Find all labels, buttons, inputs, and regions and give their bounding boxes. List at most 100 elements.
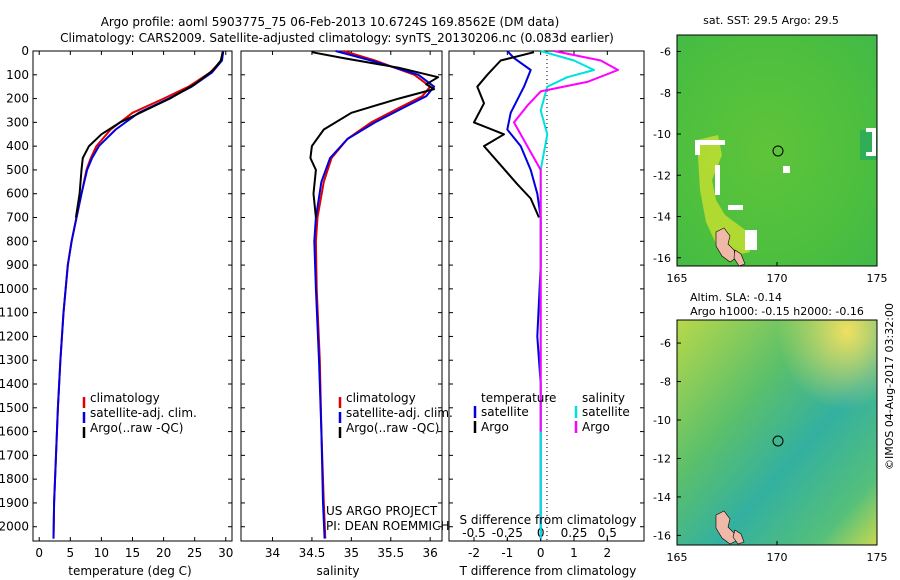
s-tick-label: 0.5 — [598, 526, 617, 540]
salinity-series — [309, 50, 440, 539]
x-tick-label: 34 — [265, 546, 280, 560]
lon-tick-label: 175 — [867, 551, 888, 564]
project-label: US ARGO PROJECT — [326, 504, 438, 518]
sal-legend-argo-label: Argo(..raw -QC) — [346, 421, 439, 435]
imos-timestamp: ©IMOS 04-Aug-2017 03:32:00 — [883, 303, 896, 470]
depth-tick-label: 1500 — [0, 401, 29, 415]
lat-tick-label: -10 — [653, 128, 671, 141]
depth-tick-label: 800 — [6, 234, 29, 248]
x-tick-label: 15 — [125, 546, 140, 560]
x-tick-label: 0 — [35, 546, 43, 560]
salinity-x-axis: 34 34.5 35 35.5 36 — [265, 51, 438, 560]
depth-tick-label: 1800 — [0, 472, 29, 486]
temperature-axes-frame — [32, 50, 233, 542]
lon-tick-label: 170 — [767, 551, 788, 564]
lat-tick-label: -10 — [653, 414, 671, 427]
depth-tick-label: 700 — [6, 211, 29, 225]
lon-tick-label: 175 — [867, 272, 888, 285]
depth-tick-label: 1100 — [0, 306, 29, 320]
lat-tick-label: -8 — [660, 87, 671, 100]
t-difference-xlabel: T difference from climatology — [459, 564, 637, 578]
x-tick-label: 1 — [570, 546, 578, 560]
lat-tick-label: -8 — [660, 376, 671, 389]
sla-map: Altim. SLA: -0.14 Argo h1000: -0.15 h200… — [653, 291, 887, 564]
sst-map-axes: -6 -8 -10 -12 -14 -16 165 170 175 — [653, 46, 887, 286]
depth-tick-label: 2000 — [0, 520, 29, 534]
figure-title-line1: Argo profile: aoml 5903775_75 06-Feb-201… — [101, 15, 560, 29]
x-tick-label: -2 — [468, 546, 480, 560]
series-line-t-argo — [473, 51, 540, 218]
lon-tick-label: 165 — [667, 551, 688, 564]
legend-satellite-label: satellite-adj. clim. — [90, 406, 197, 420]
s-difference-xlabel: S difference from climatology — [460, 513, 637, 527]
depth-tick-label: 0 — [21, 44, 29, 58]
sla-map-title-line1: Altim. SLA: -0.14 — [690, 291, 782, 304]
series-line-s-satellite — [539, 50, 595, 539]
diff-legend-temperature-header: temperature — [481, 391, 556, 405]
depth-tick-label: 500 — [6, 163, 29, 177]
depth-tick-label: 600 — [6, 187, 29, 201]
x-tick-label: 5 — [66, 546, 74, 560]
s-tick-label: 0.25 — [561, 526, 588, 540]
diff-legend-t-argo-label: Argo — [481, 420, 509, 434]
legend-argo-label: Argo(..raw -QC) — [90, 421, 183, 435]
sla-map-title-line2: Argo h1000: -0.15 h2000: -0.16 — [690, 305, 864, 318]
sst-missing-data-4 — [745, 230, 757, 250]
x-tick-label: 35.5 — [377, 546, 404, 560]
lon-tick-label: 170 — [767, 272, 788, 285]
salinity-xlabel: salinity — [316, 564, 359, 578]
salinity-depth-ticks — [241, 50, 442, 528]
lat-tick-label: -6 — [660, 46, 671, 59]
sst-island-2 — [733, 249, 746, 267]
depth-tick-label: 1900 — [0, 496, 29, 510]
diff-legend-s-argo-label: Argo — [582, 420, 610, 434]
x-tick-label: -1 — [501, 546, 513, 560]
series-line-argo-raw-qc- — [309, 51, 440, 218]
salinity-axes-frame — [240, 50, 443, 542]
x-tick-label: 2 — [604, 546, 612, 560]
salinity-panel: 34 34.5 35 35.5 36 salinity climatology sate… — [240, 50, 453, 578]
diff-legend-t-satellite-label: satellite — [481, 405, 529, 419]
lat-tick-label: -6 — [660, 337, 671, 350]
depth-tick-label: 1200 — [0, 329, 29, 343]
x-tick-label: 0 — [537, 546, 545, 560]
depth-tick-label: 300 — [6, 115, 29, 129]
sst-missing-data-1 — [695, 140, 725, 155]
sst-argo-location-marker — [772, 145, 784, 157]
lat-tick-label: -12 — [653, 452, 671, 465]
sla-map-axes: -6 -8 -10 -12 -14 -16 165 170 175 — [653, 337, 887, 564]
depth-axis: 0 100 200 300 400 500 600 700 800 900 1000 1100 1200… — [0, 44, 232, 534]
sla-argo-location-marker — [772, 435, 784, 447]
salinity-legend: climatology satellite-adj. clim. Argo(..… — [338, 391, 453, 438]
series-line-argo-raw-qc- — [74, 51, 224, 218]
s-tick-label: -0.25 — [492, 526, 523, 540]
depth-tick-label: 900 — [6, 258, 29, 272]
sst-coastal-band — [697, 135, 750, 256]
depth-tick-label: 1300 — [0, 353, 29, 367]
lat-tick-label: -16 — [653, 529, 671, 542]
x-tick-label: 36 — [423, 546, 438, 560]
pi-label: PI: DEAN ROEMMICH — [326, 519, 449, 533]
sal-legend-satellite-label: satellite-adj. clim. — [346, 406, 453, 420]
sst-missing-data-6 — [866, 128, 876, 156]
depth-tick-label: 1600 — [0, 425, 29, 439]
temperature-xlabel: temperature (deg C) — [68, 564, 191, 578]
temperature-panel: 0100200300400500600700800900100011001200… — [0, 44, 233, 578]
sla-warm-patch — [677, 320, 877, 545]
x-tick-label: 30 — [218, 546, 233, 560]
difference-panel: -2 -1 0 1 2-0.5 -0.25 0 0.25 0.5 S difference fr… — [448, 50, 645, 578]
lat-tick-label: -14 — [653, 491, 671, 504]
temperature-legend: climatology satellite-adj. clim. Argo(..… — [82, 391, 197, 438]
series-line-satellite-adj-clim- — [52, 50, 225, 539]
depth-tick-label: 200 — [6, 92, 29, 106]
sst-missing-data-5 — [783, 166, 790, 173]
sst-map-title: sat. SST: 29.5 Argo: 29.5 — [703, 14, 839, 27]
lat-tick-label: -16 — [653, 252, 671, 265]
depth-tick-label: 1700 — [0, 448, 29, 462]
x-tick-label: 25 — [187, 546, 202, 560]
x-tick-label: 10 — [94, 546, 109, 560]
lat-tick-label: -12 — [653, 169, 671, 182]
x-tick-label: 20 — [156, 546, 171, 560]
difference-series — [473, 50, 619, 539]
